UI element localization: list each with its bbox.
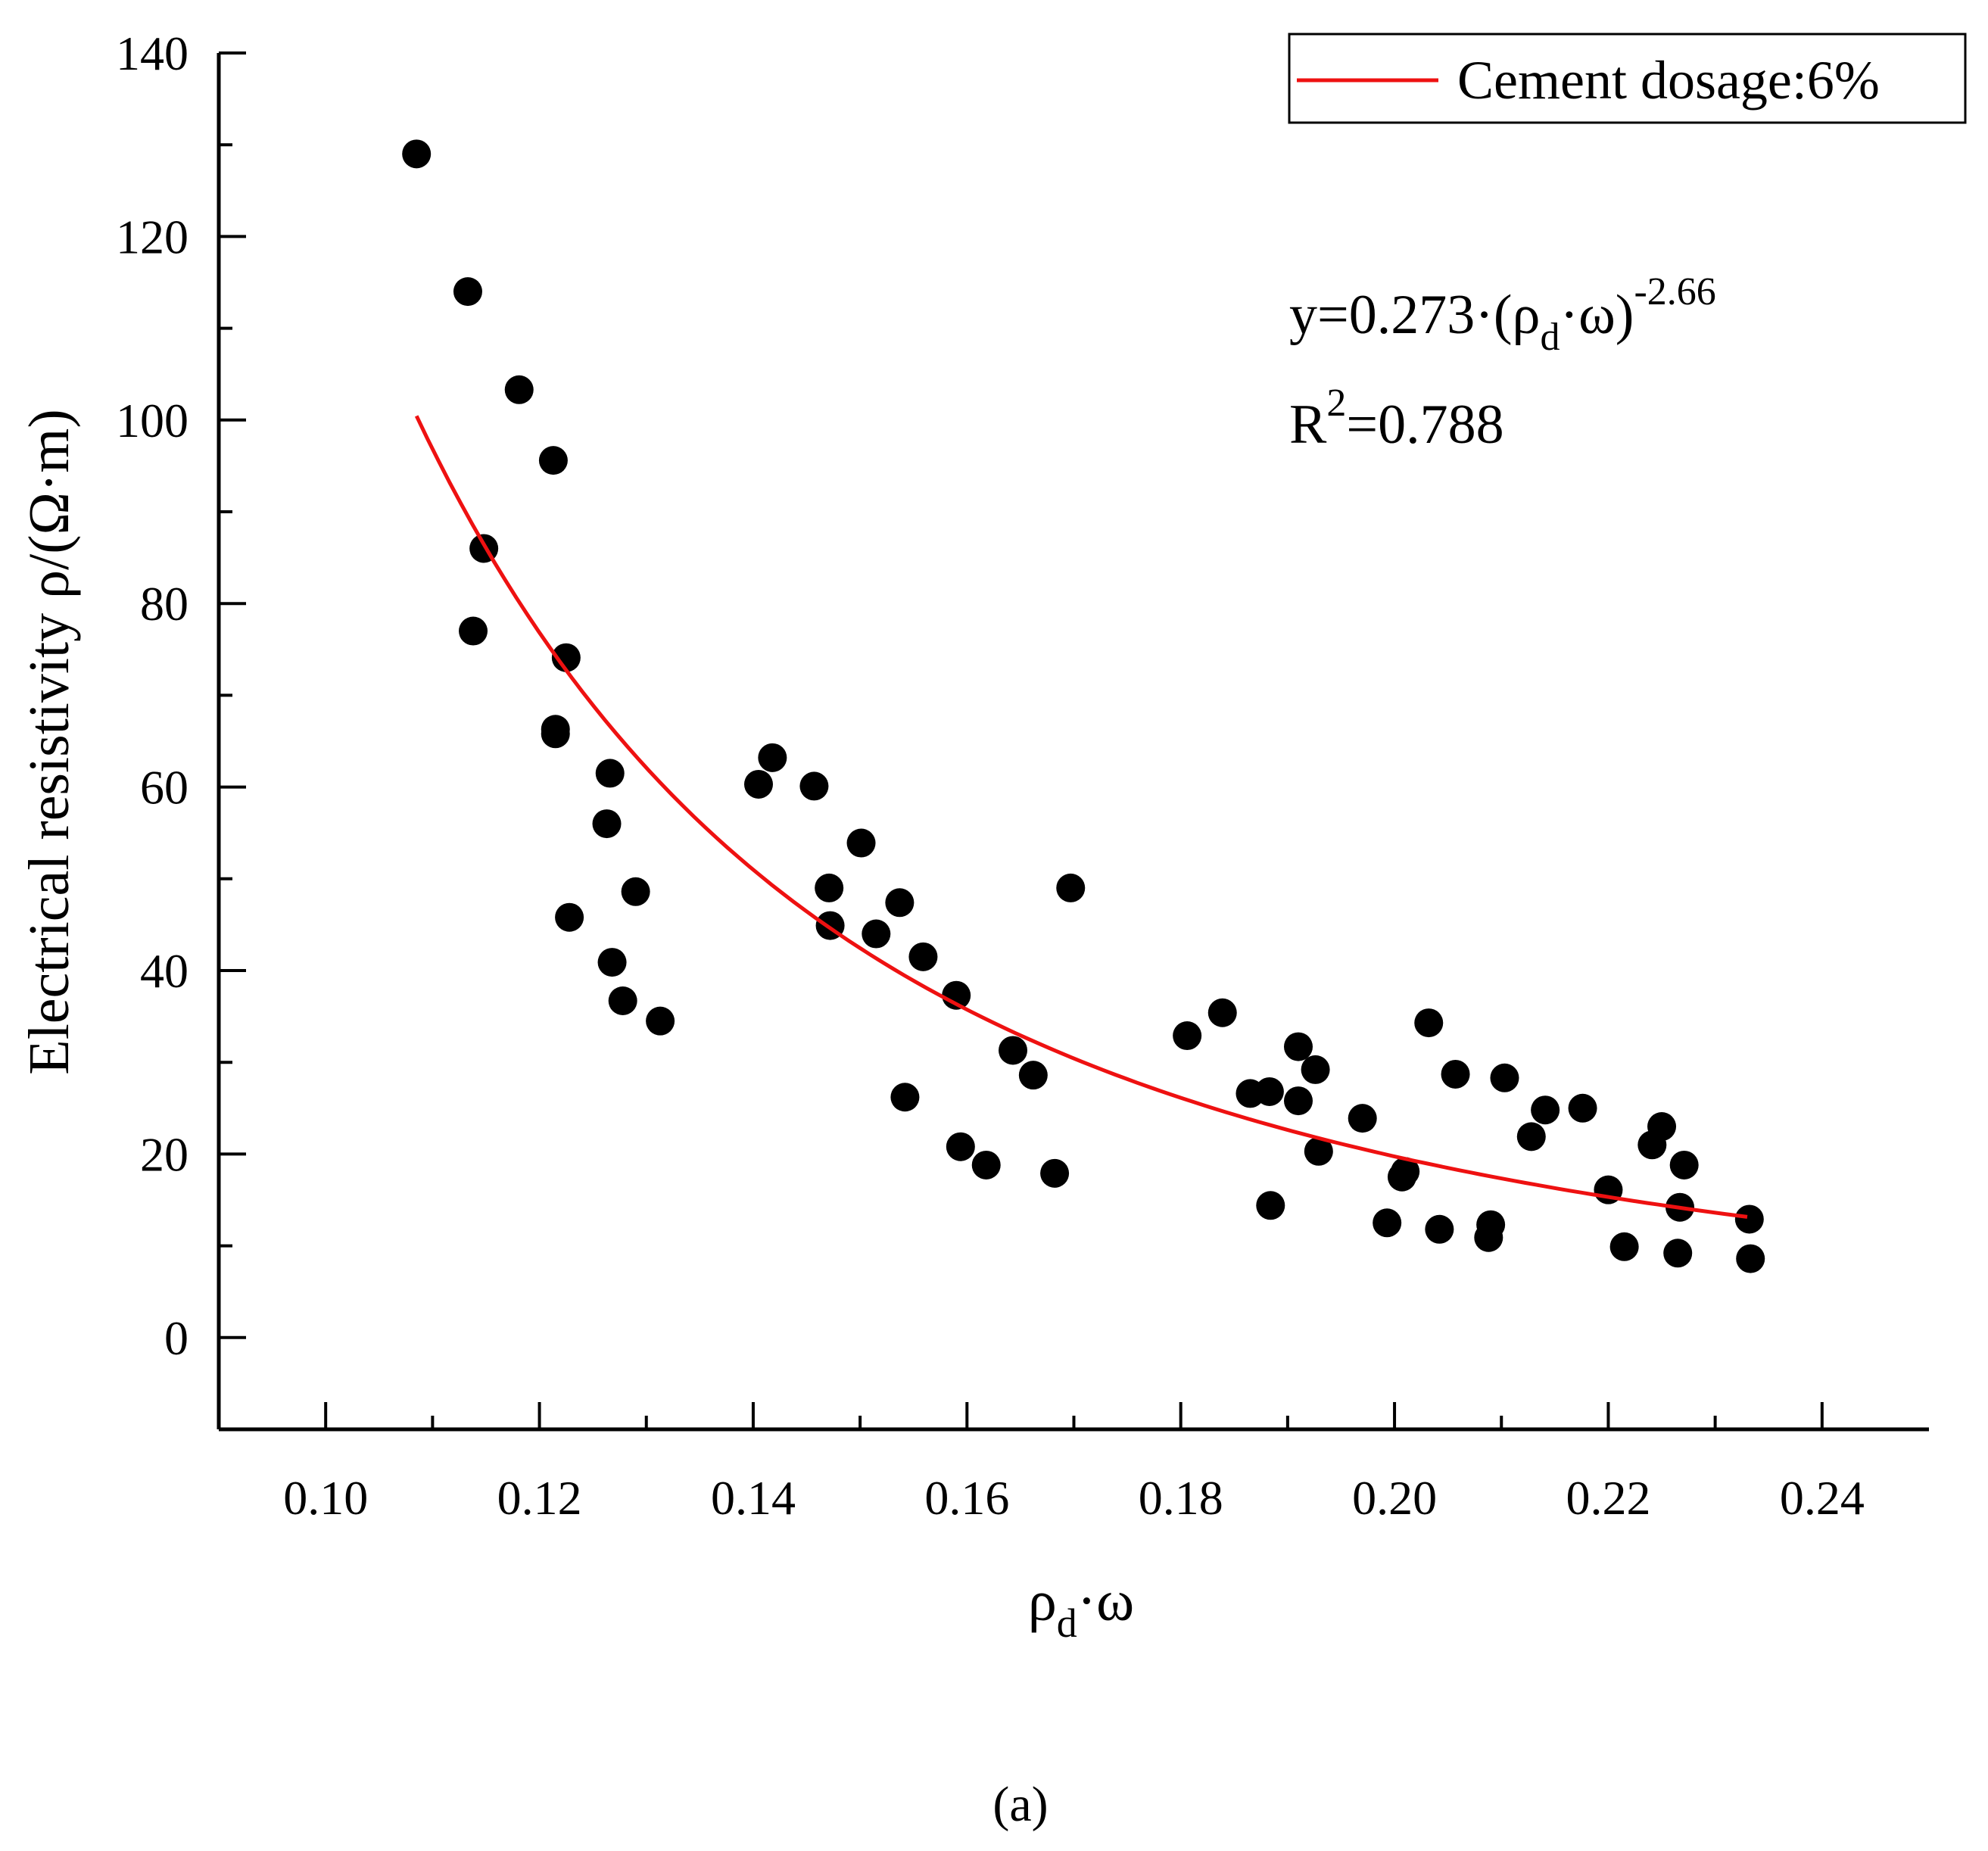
data-point (846, 828, 876, 858)
y-tick-label: 120 (116, 210, 189, 263)
y-tick-label: 20 (140, 1127, 189, 1181)
equation-exponent: -2.66 (1634, 270, 1715, 313)
data-point (551, 643, 581, 672)
data-point (1348, 1104, 1377, 1133)
data-point (999, 1036, 1028, 1065)
x-tick-labels: 0.10 0.12 0.14 0.16 0.18 0.20 0.22 0.24 (283, 1471, 1865, 1525)
data-point (608, 986, 637, 1015)
data-point (1391, 1157, 1420, 1186)
equation-subscript: d (1540, 316, 1560, 359)
data-point (1425, 1214, 1454, 1244)
y-axis-title: Electrical resistivity ρ/(Ω·m) (17, 409, 81, 1074)
data-point (1207, 998, 1237, 1027)
data-point (555, 902, 584, 932)
data-point (1283, 1032, 1313, 1061)
r2-prefix: R (1289, 394, 1327, 456)
data-point (1173, 1021, 1202, 1051)
data-point (1018, 1061, 1048, 1090)
fit-curve (414, 415, 1748, 1219)
legend: Cement dosage:6% (1288, 33, 1967, 124)
data-point (453, 277, 482, 307)
x-tick-label: 0.20 (1352, 1471, 1437, 1525)
y-tick-label: 140 (116, 26, 189, 80)
fit-equation: y=0.273·(ρd·ω)-2.66 (1289, 270, 1716, 359)
x-ticks (217, 1402, 1824, 1429)
data-point (1663, 1239, 1693, 1268)
data-point (402, 139, 432, 169)
x-tick-label: 0.24 (1780, 1471, 1865, 1525)
x-axis-title-rest: ·ω (1077, 1569, 1134, 1633)
y-tick-label: 100 (116, 394, 189, 447)
data-point (1734, 1204, 1764, 1234)
data-point (504, 375, 534, 404)
data-point (541, 719, 570, 749)
data-point (595, 759, 625, 788)
data-point (1441, 1059, 1470, 1089)
data-point (1647, 1112, 1677, 1142)
y-tick-label: 60 (140, 761, 189, 815)
y-ticks (219, 51, 246, 1431)
y-tick-labels: 0 20 40 60 80 100 120 140 (116, 26, 189, 1365)
x-axis-title-subscript: d (1057, 1600, 1077, 1646)
data-point (1568, 1093, 1597, 1123)
data-point (1531, 1095, 1560, 1125)
data-point (1609, 1232, 1639, 1261)
x-tick-label: 0.18 (1139, 1471, 1223, 1525)
data-point (885, 888, 915, 918)
data-point (758, 743, 787, 772)
data-point (1256, 1191, 1285, 1220)
x-tick-label: 0.16 (924, 1471, 1009, 1525)
r2-exponent: 2 (1326, 382, 1346, 425)
data-point (1301, 1055, 1330, 1084)
data-point (1283, 1086, 1313, 1116)
data-point (908, 942, 938, 971)
x-tick-label: 0.12 (497, 1471, 582, 1525)
data-point (1373, 1208, 1402, 1238)
data-point (646, 1006, 675, 1036)
equation-mid: ·ω) (1560, 284, 1634, 346)
data-point (1736, 1244, 1765, 1273)
data-point (1669, 1150, 1699, 1179)
x-axis-title: ρd·ω (1028, 1569, 1134, 1646)
y-tick-label: 0 (164, 1311, 189, 1365)
equation-prefix: y=0.273·(ρ (1289, 284, 1540, 346)
x-tick-label: 0.22 (1566, 1471, 1650, 1525)
r-squared: R2=0.788 (1289, 382, 1504, 456)
data-point (621, 877, 650, 906)
data-point (1056, 873, 1086, 902)
data-point (459, 616, 488, 646)
legend-label: Cement dosage:6% (1457, 50, 1880, 111)
y-tick-label: 40 (140, 944, 189, 998)
data-point (890, 1083, 920, 1112)
x-tick-label: 0.14 (711, 1471, 796, 1525)
data-point (971, 1150, 1001, 1179)
data-point (799, 771, 829, 801)
data-point (1040, 1158, 1070, 1188)
data-point (942, 980, 971, 1010)
data-point (815, 873, 844, 902)
data-points (402, 139, 1765, 1273)
data-point (1254, 1077, 1284, 1106)
x-axis-title-base: ρ (1028, 1569, 1057, 1633)
data-point (1304, 1136, 1333, 1166)
r2-value: =0.788 (1346, 394, 1503, 456)
data-point (538, 446, 568, 475)
data-point (1414, 1008, 1444, 1038)
data-point (1516, 1122, 1546, 1151)
plot-axes (217, 53, 1929, 1432)
y-tick-label: 80 (140, 577, 189, 631)
data-point (1476, 1210, 1506, 1239)
data-point (946, 1132, 975, 1161)
panel-label: (a) (992, 1777, 1048, 1832)
data-point (597, 948, 627, 977)
data-point (1490, 1063, 1519, 1092)
data-point (592, 809, 622, 839)
data-point (743, 769, 773, 799)
data-point (862, 919, 891, 949)
x-tick-label: 0.10 (283, 1471, 368, 1525)
